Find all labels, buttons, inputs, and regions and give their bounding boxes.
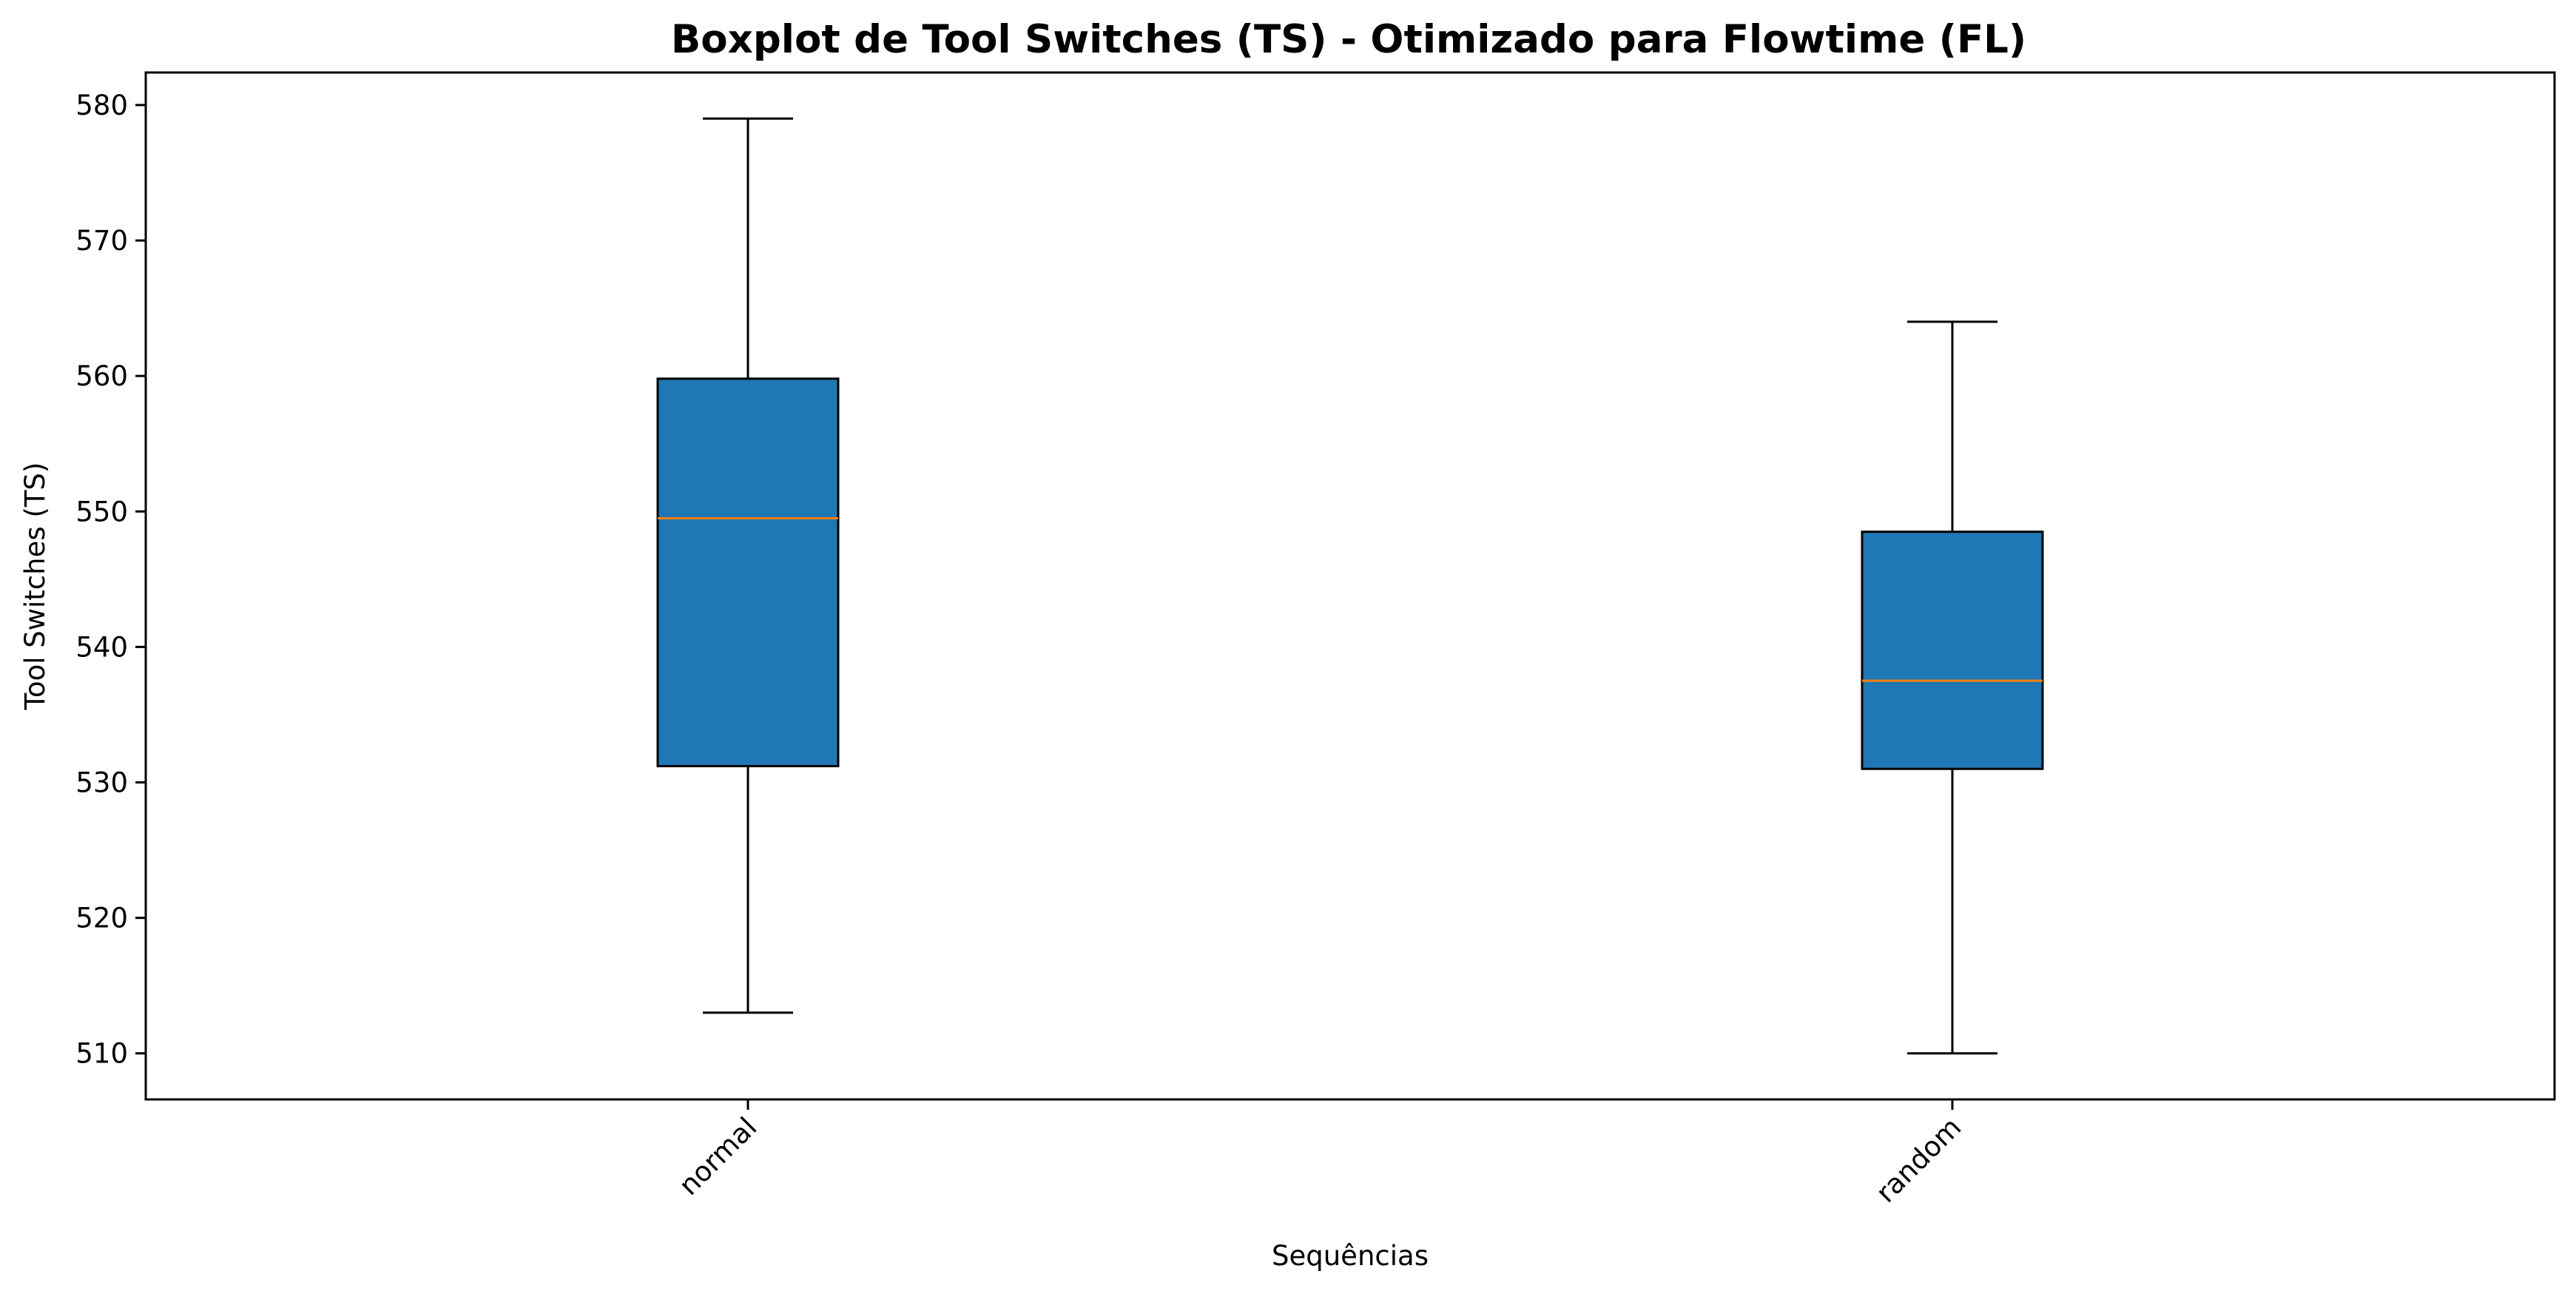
y-axis-label: Tool Switches (TS) (19, 462, 51, 711)
box-random (1861, 320, 2044, 1055)
box-iqr (1861, 530, 2044, 770)
y-tick-label: 540 (75, 631, 128, 663)
y-tick-label: 510 (75, 1038, 128, 1070)
x-tick-label: normal (672, 1111, 763, 1202)
box-iqr (656, 377, 840, 768)
y-tick-label: 560 (75, 360, 128, 392)
plot-frame (144, 71, 2556, 1101)
y-tick-label: 530 (75, 767, 128, 799)
chart-title: Boxplot de Tool Switches (TS) - Otimizad… (671, 17, 2026, 62)
y-tick-label: 580 (75, 90, 128, 121)
y-tick-label: 520 (75, 903, 128, 934)
x-tick-label: random (1869, 1111, 1967, 1209)
y-tick-label: 570 (75, 225, 128, 257)
y-tick-label: 550 (75, 496, 128, 528)
x-axis-label: Sequências (1272, 1240, 1429, 1272)
x-axis-ticks: normal random (672, 1099, 1967, 1209)
y-axis-ticks: 510 520 530 540 550 560 570 580 (75, 90, 146, 1070)
box-normal (656, 117, 840, 1014)
plot-area (656, 117, 2044, 1055)
